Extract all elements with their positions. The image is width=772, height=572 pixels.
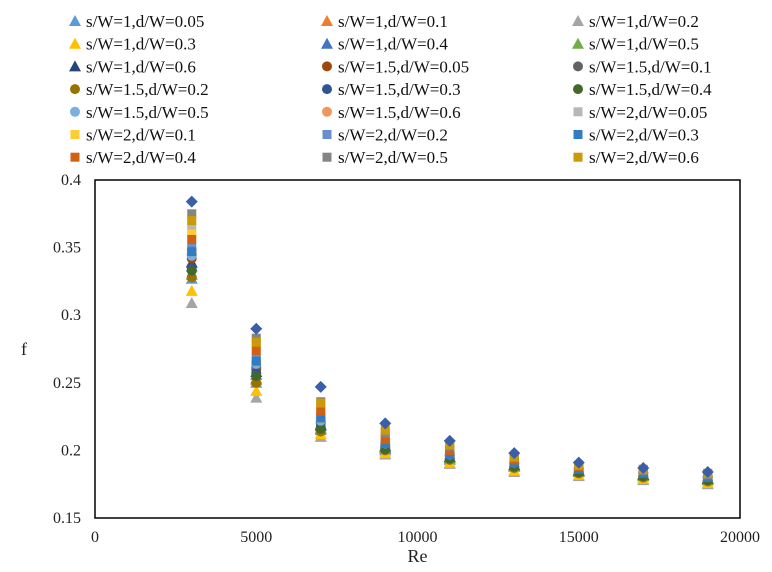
legend-marker (322, 152, 332, 162)
legend-entry-label: s/W=1,d/W=0.05 (86, 12, 204, 31)
plot-area-frame (94, 179, 741, 519)
data-point (186, 265, 197, 276)
data-point (185, 297, 198, 309)
data-point (380, 425, 390, 435)
legend-entry-label: s/W=1.5,d/W=0.05 (338, 57, 469, 76)
legend-entry-label: s/W=1,d/W=0.3 (86, 35, 196, 54)
legend-marker (572, 15, 584, 26)
data-point (379, 417, 392, 430)
legend-marker (322, 106, 332, 117)
legend-marker (573, 84, 583, 95)
data-point (185, 195, 198, 208)
x-tick-label: 5000 (240, 529, 272, 546)
data-series (185, 195, 714, 479)
data-point (187, 234, 197, 244)
legend-marker (321, 15, 333, 26)
data-point (316, 398, 326, 408)
x-tick-label: 20000 (720, 529, 760, 546)
legend-entry-label: s/W=2,d/W=0.2 (338, 126, 448, 145)
data-point (187, 224, 197, 234)
data-point (701, 466, 714, 479)
data-point (508, 447, 521, 460)
x-tick-label: 0 (91, 529, 99, 546)
legend-entry-label: s/W=2,d/W=0.5 (338, 148, 448, 167)
legend-marker (70, 106, 80, 117)
legend-marker (70, 130, 80, 139)
y-tick-label: 0.4 (61, 172, 81, 189)
legend-marker (573, 130, 583, 139)
legend-marker (321, 37, 333, 49)
data-point (250, 391, 263, 403)
legend: s/W=1,d/W=0.05 s/W=1,d/W=0.1 s/W=1,d/W=0.2… (69, 12, 712, 167)
data-point (316, 413, 326, 423)
y-axis-label: f (21, 339, 27, 359)
data-point (315, 423, 326, 434)
legend-entry-label: s/W=2,d/W=0.4 (86, 148, 196, 167)
legend-marker (70, 84, 80, 95)
y-axis: 0.15 0.2 0.25 0.3 0.35 0.4 (53, 172, 81, 527)
x-axis: 0 5000 10000 15000 20000 (91, 529, 760, 546)
data-point (185, 284, 198, 296)
legend-entry-label: s/W=1.5,d/W=0.2 (86, 80, 209, 99)
data-point (187, 247, 197, 257)
y-tick-label: 0.25 (53, 375, 81, 392)
legend-marker (69, 15, 81, 26)
legend-marker (322, 61, 332, 72)
legend-marker (70, 152, 80, 162)
legend-marker (573, 152, 583, 162)
legend-marker (573, 107, 583, 117)
data-point (187, 229, 197, 239)
data-point (637, 461, 650, 474)
legend-entry-label: s/W=1,d/W=0.4 (338, 35, 448, 54)
legend-entry-label: s/W=1.5,d/W=0.5 (86, 103, 209, 122)
legend-entry-label: s/W=2,d/W=0.05 (589, 103, 707, 122)
legend-marker (572, 37, 584, 49)
data-point (380, 435, 390, 445)
legend-entry-label: s/W=2,d/W=0.6 (589, 148, 699, 167)
data-point (314, 380, 327, 393)
data-point (443, 434, 456, 447)
legend-marker (322, 130, 332, 139)
plot-area (185, 195, 714, 490)
data-point (250, 384, 263, 396)
legend-entry-label: s/W=1,d/W=0.1 (338, 12, 448, 31)
data-point (250, 322, 263, 335)
data-point (316, 406, 326, 416)
y-tick-label: 0.3 (61, 307, 81, 324)
x-tick-label: 10000 (398, 529, 438, 546)
data-point (251, 356, 261, 366)
data-point (251, 345, 261, 355)
legend-entry-label: s/W=1.5,d/W=0.1 (589, 57, 712, 76)
x-axis-label: Re (408, 546, 428, 566)
legend-marker (69, 37, 81, 49)
data-point (187, 216, 197, 226)
data-point (251, 371, 262, 382)
legend-marker (69, 60, 81, 72)
legend-marker (322, 84, 332, 95)
y-tick-label: 0.2 (61, 442, 81, 459)
legend-entry-label: s/W=2,d/W=0.3 (589, 126, 699, 145)
legend-entry-label: s/W=1.5,d/W=0.3 (338, 80, 461, 99)
legend-marker (573, 61, 583, 72)
data-point (187, 209, 197, 219)
legend-entry-label: s/W=1.5,d/W=0.6 (338, 103, 461, 122)
legend-entry-label: s/W=1,d/W=0.6 (86, 57, 196, 76)
legend-entry-label: s/W=1.5,d/W=0.4 (589, 80, 712, 99)
data-point (572, 456, 585, 469)
y-tick-label: 0.35 (53, 240, 81, 257)
legend-entry-label: s/W=1,d/W=0.5 (589, 35, 699, 54)
data-point (251, 337, 261, 347)
x-tick-label: 15000 (559, 529, 599, 546)
y-tick-label: 0.15 (53, 510, 81, 527)
legend-entry-label: s/W=2,d/W=0.1 (86, 126, 196, 145)
legend-entry-label: s/W=1,d/W=0.2 (589, 12, 699, 31)
